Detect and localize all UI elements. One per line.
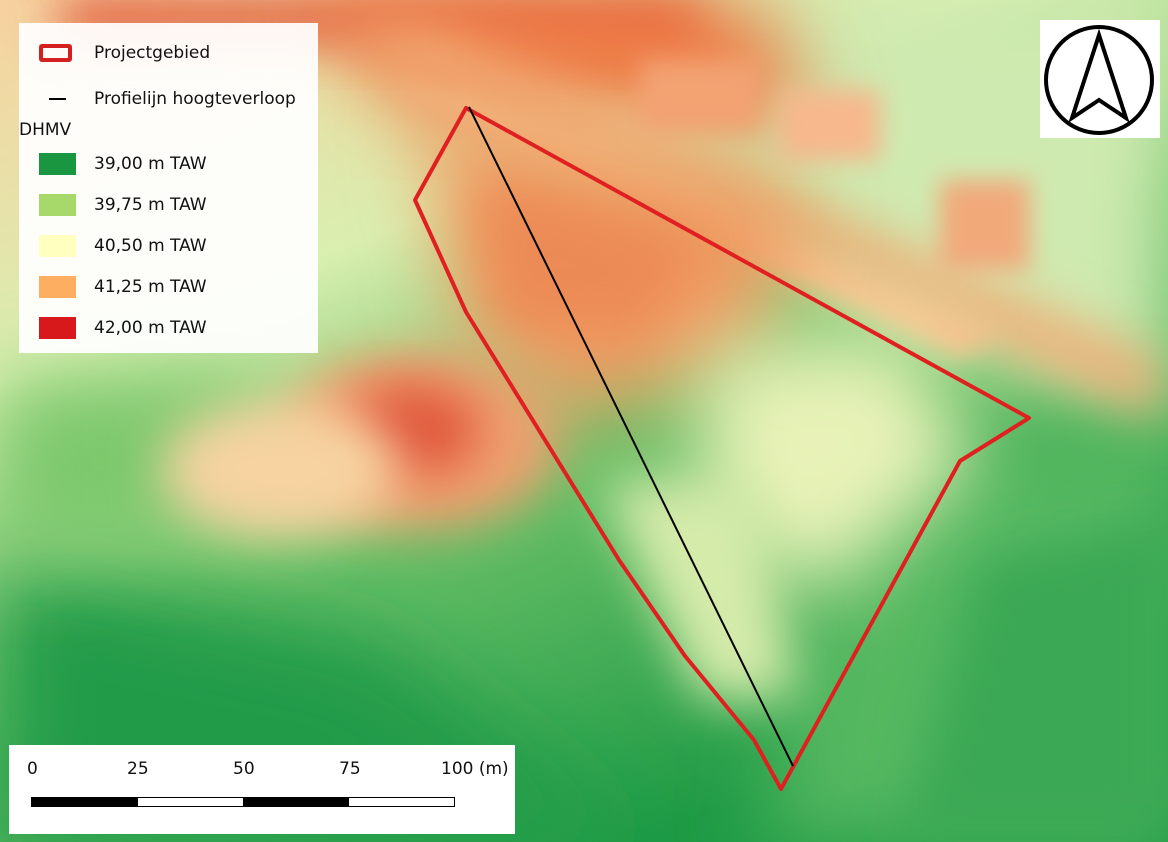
polygon-outline-icon	[39, 44, 72, 62]
north-arrow-icon	[1044, 25, 1154, 135]
north-arrow	[1040, 20, 1160, 138]
legend-item-profile-line: Profielijn hoogteverloop	[19, 89, 296, 109]
legend-class-item: 40,50 m TAW	[19, 235, 207, 257]
scale-segment	[243, 798, 349, 806]
scale-tick-label: 75	[339, 759, 361, 779]
legend-label: 40,50 m TAW	[94, 236, 207, 256]
scale-tick-label: 100 (m)	[441, 759, 509, 779]
color-swatch	[39, 235, 76, 257]
map-legend: Projectgebied Profielijn hoogteverloop D…	[19, 23, 318, 353]
scale-tick-label: 50	[233, 759, 255, 779]
scale-segment	[32, 798, 138, 806]
scale-bar: 0 25 50 75 100 (m)	[9, 745, 515, 834]
legend-label: 42,00 m TAW	[94, 318, 207, 338]
legend-label: Projectgebied	[94, 43, 211, 63]
legend-label: 41,25 m TAW	[94, 277, 207, 297]
legend-label: 39,00 m TAW	[94, 154, 207, 174]
legend-label: 39,75 m TAW	[94, 195, 207, 215]
legend-item-project-area: Projectgebied	[19, 43, 210, 63]
scale-segment	[348, 798, 454, 806]
legend-dem-title: DHMV	[19, 120, 72, 140]
color-swatch	[39, 194, 76, 216]
project-area-outline[interactable]	[413, 106, 1031, 791]
scale-bar-graphic	[31, 797, 455, 807]
legend-class-item: 39,75 m TAW	[19, 194, 207, 216]
line-icon	[49, 98, 66, 100]
scale-tick-label: 25	[127, 759, 149, 779]
legend-class-item: 39,00 m TAW	[19, 153, 207, 175]
legend-class-item: 41,25 m TAW	[19, 276, 207, 298]
color-swatch	[39, 317, 76, 339]
color-swatch	[39, 153, 76, 175]
legend-class-item: 42,00 m TAW	[19, 317, 207, 339]
color-swatch	[39, 276, 76, 298]
profile-line[interactable]	[468, 106, 794, 767]
scale-segment	[137, 798, 243, 806]
scale-tick-label: 0	[27, 759, 38, 779]
legend-label: Profielijn hoogteverloop	[94, 89, 296, 109]
